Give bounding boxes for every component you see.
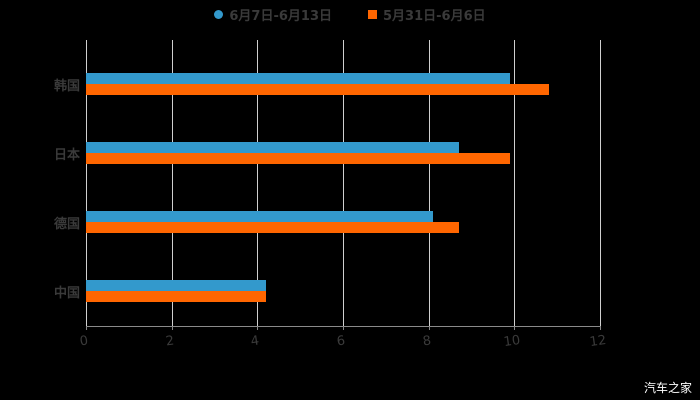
x-tick-label: 2 xyxy=(164,333,175,350)
x-tick-label: 4 xyxy=(250,333,261,350)
x-tick xyxy=(600,326,601,330)
plot-area xyxy=(86,40,601,326)
x-tick-label: 0 xyxy=(78,333,90,350)
gridline xyxy=(86,40,87,326)
gridline xyxy=(428,40,430,326)
x-tick xyxy=(171,326,173,330)
gridline xyxy=(600,40,601,326)
x-tick-label: 6 xyxy=(335,333,347,350)
bar-series2[interactable] xyxy=(86,222,459,233)
gridline xyxy=(514,40,516,326)
legend-item-series1[interactable]: 6月7日-6月13日 xyxy=(214,5,332,24)
gridline xyxy=(171,40,173,326)
category-label: 中国 xyxy=(53,286,80,301)
x-tick xyxy=(343,326,344,330)
x-tick-label: 8 xyxy=(421,333,432,350)
x-tick-label: 10 xyxy=(503,332,522,351)
watermark: 汽车之家 xyxy=(643,381,692,395)
legend-item-series2[interactable]: 5月31日-6月6日 xyxy=(368,5,486,24)
gridline xyxy=(257,40,259,326)
x-tick xyxy=(86,326,87,330)
bar-series1[interactable] xyxy=(86,211,433,222)
chart-legend: 6月7日-6月13日 5月31日-6月6日 xyxy=(0,4,700,24)
bar-series1[interactable] xyxy=(86,280,266,291)
category-label: 日本 xyxy=(53,148,80,163)
bar-series1[interactable] xyxy=(86,73,511,84)
square-marker-icon xyxy=(368,9,377,19)
x-tick xyxy=(514,326,516,330)
category-label: 德国 xyxy=(53,217,80,232)
bar-series1[interactable] xyxy=(86,142,459,153)
x-tick-label: 12 xyxy=(588,332,608,351)
bar-series2[interactable] xyxy=(86,153,511,164)
gridline xyxy=(343,40,344,326)
bar-series2[interactable] xyxy=(86,291,266,302)
circle-marker-icon xyxy=(214,9,224,19)
legend-label: 5月31日-6月6日 xyxy=(383,8,486,24)
x-tick xyxy=(428,326,430,330)
legend-label: 6月7日-6月13日 xyxy=(229,8,332,24)
x-tick xyxy=(257,326,259,330)
bar-series2[interactable] xyxy=(86,84,549,95)
category-label: 韩国 xyxy=(53,79,80,94)
